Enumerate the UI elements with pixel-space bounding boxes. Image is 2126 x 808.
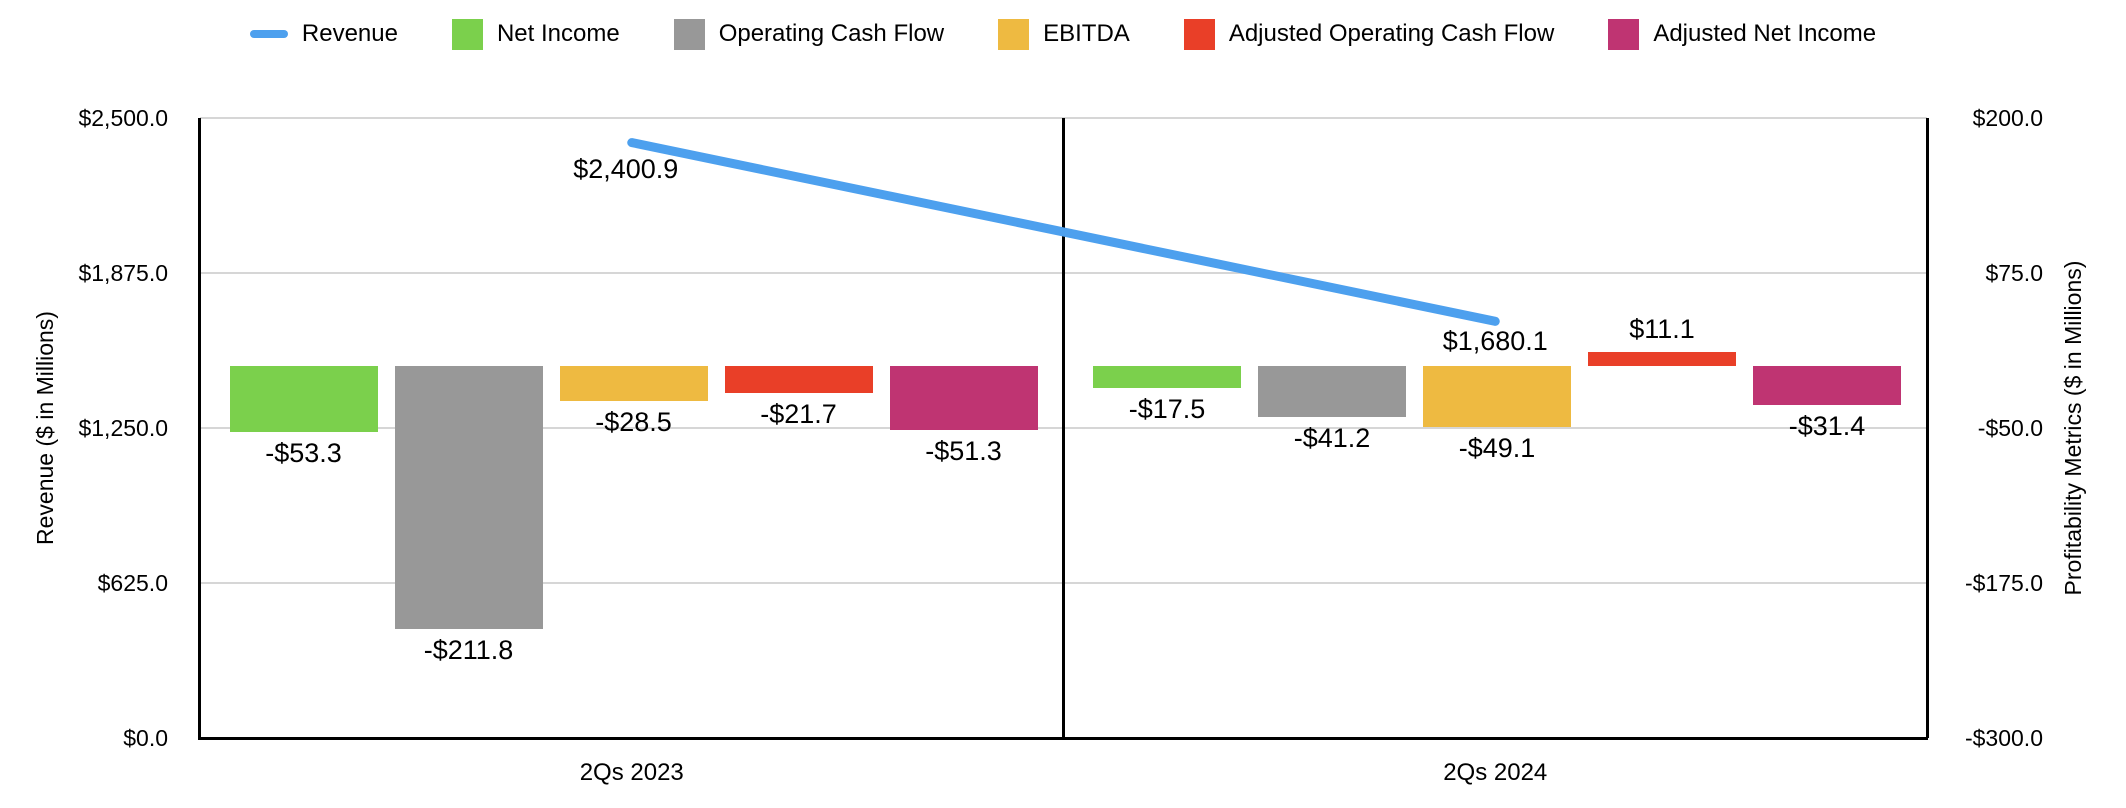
bar-value-label: -$28.5 [595,407,672,438]
category-divider-line [1062,118,1065,738]
right-axis-tick-label: -$175.0 [1964,570,2043,596]
left-axis-tick-label: $1,875.0 [78,260,168,286]
bar-operating-cash-flow-2qs-2023 [394,366,543,629]
bar-value-label: -$49.1 [1458,432,1536,463]
legend-label: Operating Cash Flow [718,20,945,47]
line-value-label: $2,400.9 [573,153,679,184]
legend-item-adjusted-net-income: Adjusted Net Income [1608,18,1877,50]
left-axis-line [198,118,201,738]
left-axis-tick-label: $0.0 [123,725,168,751]
revenue-line [627,138,1500,326]
legend-label: Revenue [301,20,398,47]
left-axis-tick-label: $2,500.0 [78,105,168,131]
legend-item-revenue: Revenue [249,20,398,48]
legend-label: Adjusted Net Income [1653,20,1877,47]
net-income-legend-swatch [451,18,483,50]
right-axis-tick-label: -$50.0 [1977,415,2043,441]
chart-legend: Revenue Net Income Operating Cash Flow EBIT… [0,14,2126,54]
bar-value-label: -$41.2 [1293,423,1371,454]
right-axis-tick-label: -$300.0 [1964,725,2043,751]
right-axis-line [1926,118,1929,738]
bar-adjusted-operating-cash-flow-2qs-2024 [1588,352,1736,366]
bar-net-income-2qs-2024 [1093,366,1241,388]
bar-ebitda-2qs-2023 [559,366,708,402]
adjusted-operating-cash-flow-legend-swatch [1183,18,1215,50]
operating-cash-flow-legend-swatch [673,18,705,50]
bar-value-label: -$21.7 [760,398,837,429]
legend-item-ebitda: EBITDA [998,18,1130,50]
legend-item-adjusted-operating-cash-flow: Adjusted Operating Cash Flow [1183,18,1555,50]
adjusted-net-income-legend-swatch [1608,18,1640,50]
legend-item-operating-cash-flow: Operating Cash Flow [673,18,945,50]
bar-ebitda-2qs-2024 [1423,366,1571,427]
legend-label: Adjusted Operating Cash Flow [1228,20,1555,47]
revenue-legend-line-marker [249,30,288,38]
x-axis-line [198,737,1928,740]
bar-value-label: -$211.8 [423,634,514,665]
right-axis-tick-label: $75.0 [1985,260,2043,286]
bar-value-label: -$17.5 [1128,393,1206,424]
legend-item-net-income: Net Income [451,18,620,50]
bar-value-label: -$31.4 [1788,410,1866,441]
bar-value-label: -$53.3 [265,438,342,469]
legend-label: EBITDA [1043,20,1130,47]
bar-adjusted-operating-cash-flow-2qs-2023 [724,366,873,393]
bar-net-income-2qs-2023 [229,366,378,433]
right-axis-tick-label: $200.0 [1972,105,2043,131]
bar-value-label: $11.1 [1629,314,1695,345]
bar-value-label: -$51.3 [925,435,1002,466]
bar-adjusted-net-income-2qs-2024 [1753,366,1901,405]
x-axis-category-label: 2Qs 2023 [579,759,684,786]
legend-label: Net Income [496,20,620,47]
ebitda-legend-swatch [998,18,1030,50]
bar-operating-cash-flow-2qs-2024 [1258,366,1406,418]
left-axis-tick-label: $625.0 [97,570,168,596]
bar-adjusted-net-income-2qs-2023 [889,366,1038,430]
line-value-label: $1,680.1 [1442,326,1548,357]
left-axis-tick-label: $1,250.0 [78,415,168,441]
x-axis-category-label: 2Qs 2024 [1443,759,1548,786]
